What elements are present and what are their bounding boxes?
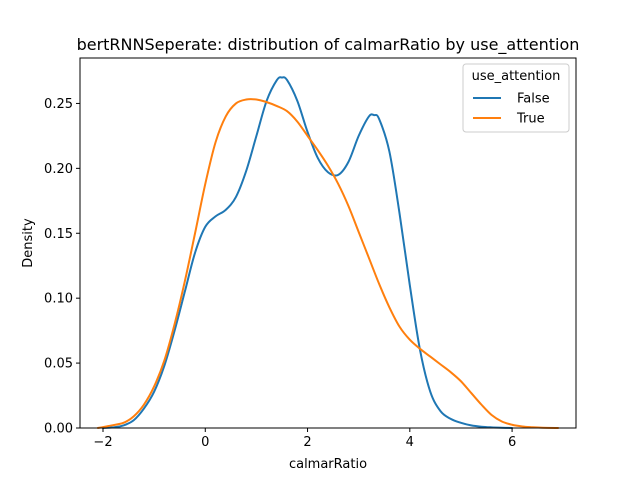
legend-label-true: True [516,112,545,127]
x-tick-label: 0 [201,435,209,450]
x-tick-label: 2 [303,435,311,450]
y-tick-label: 0.00 [44,422,73,437]
kde-line-true [96,98,560,429]
chart-title: bertRNNSeperate: distribution of calmarR… [77,35,580,55]
x-tick-label: 4 [406,435,414,450]
y-axis-label: Density [21,218,36,268]
y-axis-ticks: 0.00 0.05 0.10 0.15 0.20 0.25 [44,97,80,437]
x-tick-label: 6 [508,435,516,450]
x-axis-label: calmarRatio [289,457,367,472]
legend: use_attention False True [462,63,570,133]
y-tick-label: 0.20 [44,162,73,177]
legend-title: use_attention [472,69,561,84]
legend-label-false: False [517,92,550,107]
y-tick-label: 0.25 [44,97,73,112]
kde-line-false [102,76,514,429]
legend-box [462,63,570,133]
x-tick-label: −2 [93,435,112,450]
y-tick-label: 0.05 [44,357,73,372]
x-axis-ticks: −2 0 2 4 6 [93,428,516,450]
series-layer [96,76,560,429]
plot-frame [79,57,577,429]
y-tick-label: 0.10 [44,292,73,307]
y-tick-label: 0.15 [44,227,73,242]
